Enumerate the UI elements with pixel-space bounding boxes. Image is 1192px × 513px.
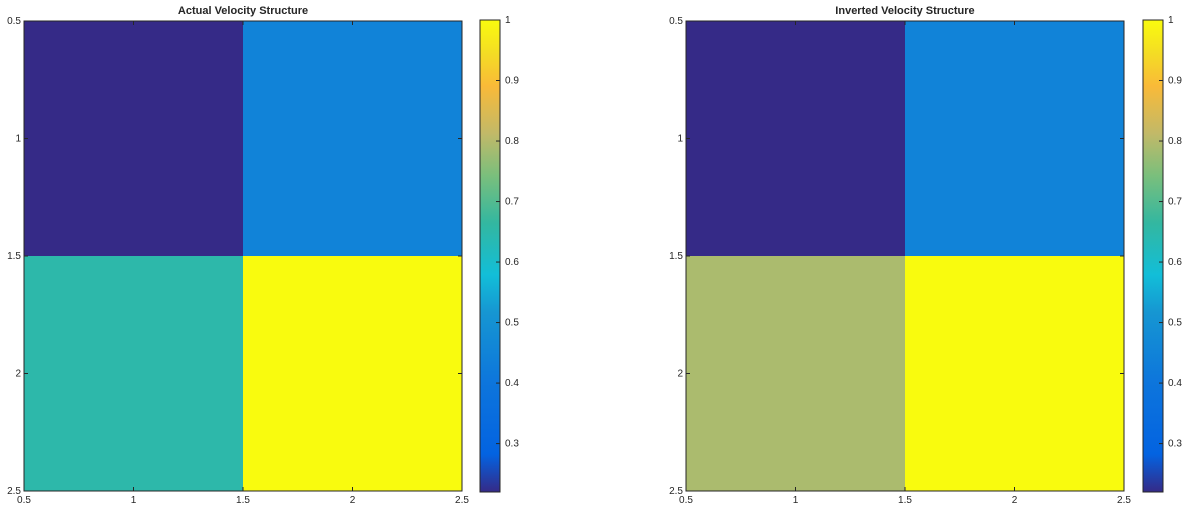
y-tick-label: 2 bbox=[677, 369, 683, 380]
y-tick-label: 0.5 bbox=[7, 16, 21, 27]
x-tick-label: 0.5 bbox=[17, 495, 31, 506]
colorbar-tick-label: 0.7 bbox=[505, 197, 519, 208]
x-tick-label: 1 bbox=[131, 495, 137, 506]
colorbar-tick-label: 0.8 bbox=[505, 136, 519, 147]
y-tick-label: 1 bbox=[15, 134, 21, 145]
x-tick-label: 0.5 bbox=[679, 495, 693, 506]
colorbar-ticks: 0.3 0.4 0.5 0.6 0.7 0.8 0.9 1 bbox=[496, 15, 519, 450]
colorbar-tick-label: 0.5 bbox=[1168, 318, 1182, 329]
x-tick-label: 1 bbox=[793, 495, 799, 506]
chart-panel-inverted: Inverted Velocity Structure 0.5 1 1.5 2 2.50… bbox=[669, 5, 1182, 506]
heatmap-cell bbox=[243, 256, 462, 491]
colorbar-tick-label: 0.5 bbox=[505, 318, 519, 329]
x-tick-label: 2.5 bbox=[455, 495, 469, 506]
x-tick-label: 2.5 bbox=[1117, 495, 1131, 506]
heatmap-cell bbox=[24, 21, 243, 256]
colorbar bbox=[479, 19, 501, 493]
colorbar-tick-label: 0.6 bbox=[505, 257, 519, 268]
y-tick-label: 2.5 bbox=[669, 486, 683, 497]
x-tick-label: 2 bbox=[1012, 495, 1018, 506]
colorbar bbox=[1142, 19, 1164, 493]
colorbar-tick-label: 0.8 bbox=[1168, 136, 1182, 147]
heatmap-cell bbox=[686, 21, 905, 256]
chart-title: Inverted Velocity Structure bbox=[835, 5, 974, 17]
heatmap-cells bbox=[24, 21, 462, 491]
colorbar-tick-label: 0.4 bbox=[1168, 378, 1182, 389]
colorbar-tick-label: 1 bbox=[505, 15, 511, 26]
colorbar-tick-label: 0.6 bbox=[1168, 257, 1182, 268]
axis-ticks: 0.5 1 1.5 2 2.50.511.522.5 bbox=[7, 16, 469, 506]
heatmap-cell bbox=[905, 256, 1124, 491]
colorbar-tick-label: 0.4 bbox=[505, 378, 519, 389]
y-tick-label: 2.5 bbox=[7, 486, 21, 497]
colorbar-tick-label: 0.9 bbox=[505, 76, 519, 87]
heatmap-cells bbox=[686, 21, 1124, 491]
x-tick-label: 1.5 bbox=[898, 495, 912, 506]
heatmap-cell bbox=[243, 21, 462, 256]
x-tick-label: 1.5 bbox=[236, 495, 250, 506]
colorbar-tick-label: 0.3 bbox=[1168, 439, 1182, 450]
x-tick-label: 2 bbox=[350, 495, 356, 506]
axis-ticks: 0.5 1 1.5 2 2.50.511.522.5 bbox=[669, 16, 1131, 506]
heatmap-cell bbox=[905, 21, 1124, 256]
heatmap-cell bbox=[686, 256, 905, 491]
y-tick-label: 1.5 bbox=[669, 251, 683, 262]
colorbar-ticks: 0.3 0.4 0.5 0.6 0.7 0.8 0.9 1 bbox=[1159, 15, 1182, 450]
chart-title: Actual Velocity Structure bbox=[178, 5, 308, 17]
y-tick-label: 1 bbox=[677, 134, 683, 145]
colorbar-tick-label: 0.9 bbox=[1168, 76, 1182, 87]
colorbar-tick-label: 0.7 bbox=[1168, 197, 1182, 208]
chart-panel-actual: Actual Velocity Structure 0.5 1 1.5 2 2.50.5… bbox=[7, 5, 519, 506]
colorbar-tick-label: 0.3 bbox=[505, 439, 519, 450]
heatmap-cell bbox=[24, 256, 243, 491]
y-tick-label: 2 bbox=[15, 369, 21, 380]
y-tick-label: 1.5 bbox=[7, 251, 21, 262]
y-tick-label: 0.5 bbox=[669, 16, 683, 27]
colorbar-tick-label: 1 bbox=[1168, 15, 1174, 26]
